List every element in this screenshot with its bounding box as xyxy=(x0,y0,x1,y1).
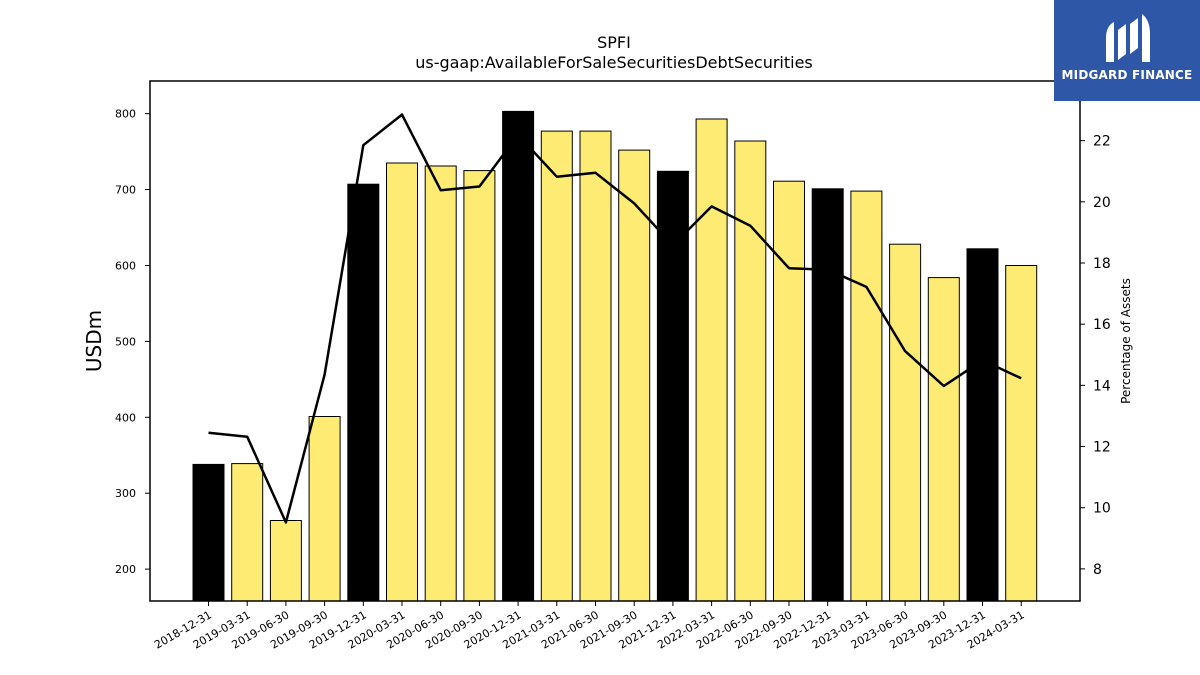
bar-2020-03-31 xyxy=(386,162,418,602)
y2-tick-label: 20 xyxy=(1093,195,1111,211)
y2-tick-label: 12 xyxy=(1093,440,1111,456)
bar-2019-03-31 xyxy=(231,463,264,602)
chart-title: SPFI xyxy=(597,33,631,52)
bar-2023-09-30 xyxy=(927,277,960,602)
y2-tick-label: 18 xyxy=(1093,256,1111,272)
bar-2023-06-30 xyxy=(889,243,922,602)
y2-tick-label: 22 xyxy=(1093,134,1111,150)
y-tick-label: 500 xyxy=(115,335,136,348)
percentage-line xyxy=(208,113,1022,524)
bar-2020-12-31 xyxy=(502,110,535,602)
bar-2023-12-31 xyxy=(966,248,999,602)
midgard-logo-icon xyxy=(1106,14,1150,62)
bar-2022-12-31 xyxy=(811,188,844,602)
bar-2022-03-31 xyxy=(695,118,728,602)
bar-2018-12-31 xyxy=(192,463,225,602)
y-tick-label: 200 xyxy=(115,563,136,576)
chart-subtitle: us-gaap:AvailableForSaleSecuritiesDebtSe… xyxy=(415,53,813,72)
line-layer xyxy=(208,113,1022,524)
bar-2019-12-31 xyxy=(347,183,380,602)
bar-2023-03-31 xyxy=(850,190,883,602)
bar-2019-06-30 xyxy=(269,520,302,602)
y2-tick-label: 14 xyxy=(1093,378,1111,394)
bar-2021-06-30 xyxy=(579,130,612,602)
bar-2021-03-31 xyxy=(540,130,573,602)
bar-2019-09-30 xyxy=(308,416,341,602)
y2-tick-label: 16 xyxy=(1093,317,1111,333)
y-axis-label: USDm xyxy=(82,310,106,372)
y2-tick-label: 8 xyxy=(1093,562,1102,578)
bars-layer xyxy=(192,110,1038,602)
bar-2022-06-30 xyxy=(734,140,767,602)
axes-layer: 2003004005006007008008101214161820222018… xyxy=(115,80,1111,652)
bar-2022-09-30 xyxy=(773,180,805,602)
y-tick-label: 700 xyxy=(115,184,136,197)
y-tick-label: 300 xyxy=(115,487,136,500)
bar-2024-03-31 xyxy=(1005,265,1038,602)
midgard-finance-logo: MIDGARD FINANCE xyxy=(1054,0,1200,101)
y-tick-label: 600 xyxy=(115,259,136,272)
y-tick-label: 800 xyxy=(115,108,136,121)
y2-tick-label: 10 xyxy=(1093,501,1111,517)
bar-2020-06-30 xyxy=(424,165,457,602)
bar-2021-09-30 xyxy=(618,149,651,602)
bar-2020-09-30 xyxy=(463,170,496,602)
y2-axis-label: Percentage of Assets xyxy=(1119,278,1133,404)
y-tick-label: 400 xyxy=(115,411,136,424)
logo-text: MIDGARD FINANCE xyxy=(1061,68,1193,82)
